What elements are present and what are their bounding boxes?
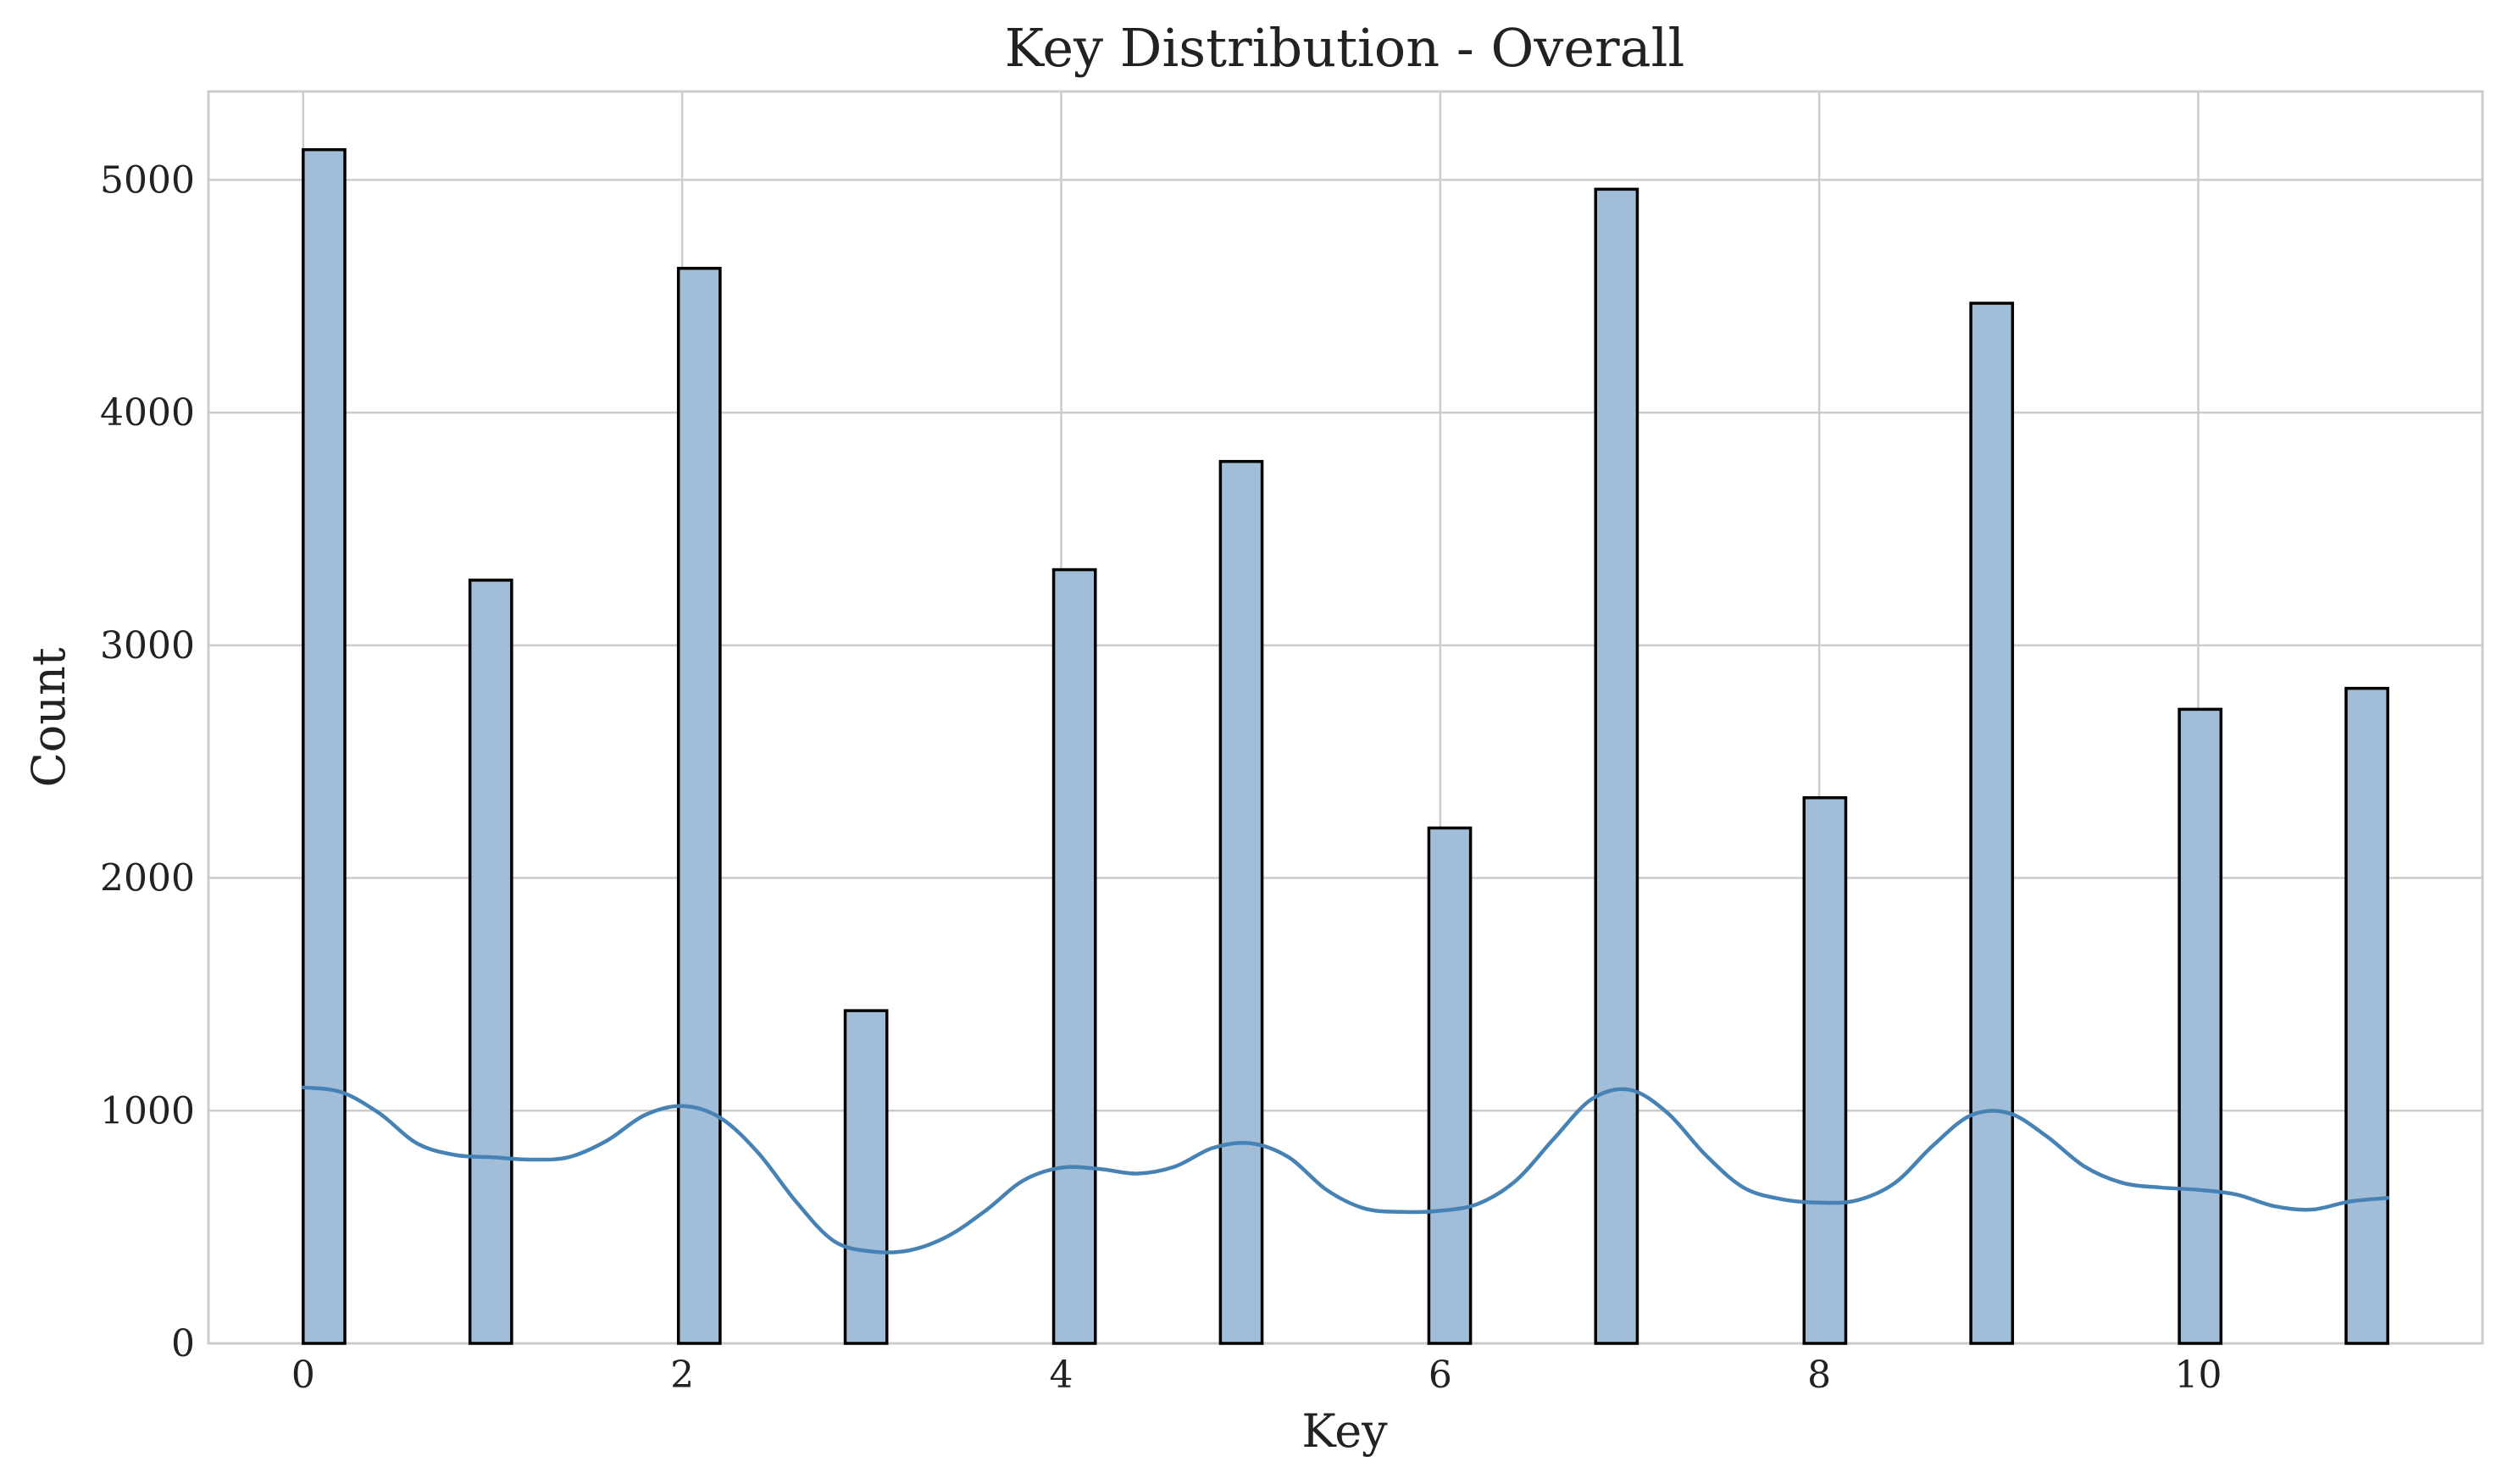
plot-frame [207,90,2484,1345]
histogram-bar [1802,796,1848,1345]
kde-curve [301,1085,2390,1254]
x-tick-label: 8 [1807,1354,1831,1397]
y-tick-label: 3000 [100,624,195,667]
y-tick-labels: 0 1000 2000 3000 4000 5000 [100,158,195,1365]
histogram-bar [2344,686,2389,1345]
histogram-bar [1969,302,2015,1345]
y-tick-label: 1000 [100,1089,195,1132]
histogram-bar [1218,460,1264,1345]
histogram-bar [843,1009,889,1345]
y-axis-label: Count [22,647,75,787]
histogram-bar [468,579,513,1345]
x-tick-label: 6 [1429,1354,1452,1397]
chart-title: Key Distribution - Overall [1005,17,1685,79]
histogram-bar [1051,568,1097,1345]
y-tick-label: 2000 [100,857,195,900]
histogram-bar [676,267,722,1345]
histogram-bar [1594,187,1639,1345]
y-tick-label: 5000 [100,158,195,202]
x-tick-label: 0 [291,1354,315,1397]
grid-layer [208,91,2483,1345]
x-tick-label: 2 [670,1354,694,1397]
bars-layer [302,147,2389,1345]
histogram-bar [2177,707,2223,1345]
y-tick-label: 4000 [100,391,195,435]
histogram-bar [302,147,347,1345]
x-tick-label: 4 [1050,1354,1073,1397]
x-axis-label: Key [1301,1404,1388,1458]
y-tick-label: 0 [171,1322,195,1365]
x-tick-label: 10 [2175,1354,2222,1397]
histogram-bar [1427,826,1473,1345]
x-tick-labels: 0 2 4 6 8 10 [291,1354,2222,1397]
